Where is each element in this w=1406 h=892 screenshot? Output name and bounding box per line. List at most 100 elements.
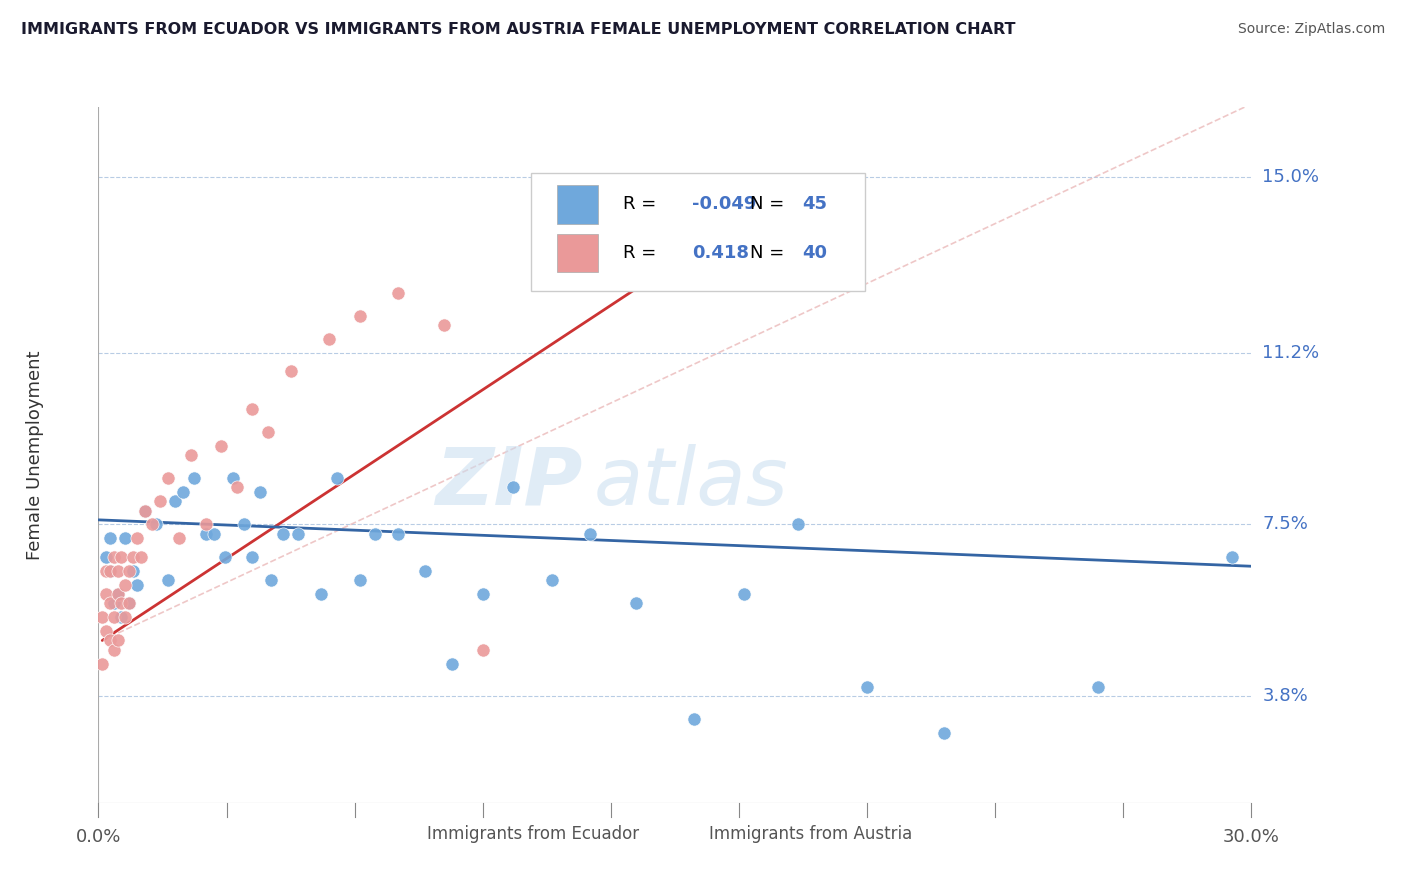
Bar [557,186,598,224]
Point [107,587,129,601]
Point [94,564,117,578]
Point [125,578,148,592]
Point [156,471,179,485]
Text: Immigrants from Ecuador: Immigrants from Ecuador [427,825,640,843]
Point [91,657,114,671]
Point [349,309,371,323]
Point [172,485,194,500]
Point [94,624,117,639]
Point [118,596,141,610]
Text: Source: ZipAtlas.com: Source: ZipAtlas.com [1237,22,1385,37]
Point [125,532,148,546]
Point [134,503,156,517]
Text: R =: R = [623,244,662,262]
Point [387,285,409,300]
Point [183,471,205,485]
Point [195,517,218,532]
Point [107,633,129,648]
Point [107,564,129,578]
Point [387,526,409,541]
Point [364,526,387,541]
Point [110,610,132,624]
Point [932,726,955,740]
Text: 3.8%: 3.8% [1263,687,1308,705]
Point [156,573,179,587]
Point [91,610,114,624]
Point [225,480,247,494]
Point [233,517,256,532]
Point [471,587,494,601]
Point [98,596,121,610]
Bar [557,234,598,272]
Point [103,596,125,610]
Point [856,680,879,694]
Point [240,549,263,564]
Text: R =: R = [623,195,662,213]
Point [1087,680,1109,694]
Point [287,526,309,541]
Point [626,596,648,610]
Point [240,401,263,416]
Point [349,573,371,587]
Point [94,549,117,564]
Point [103,642,125,657]
Point [103,610,125,624]
Text: 7.5%: 7.5% [1263,516,1309,533]
Text: Female Unemployment: Female Unemployment [25,351,44,559]
Point [98,532,121,546]
Point [271,526,294,541]
Point [149,494,172,508]
Point [325,471,347,485]
Point [433,318,456,332]
Bar [381,821,416,848]
Point [118,596,141,610]
Bar [664,821,697,848]
Point [683,712,706,726]
Text: 45: 45 [801,195,827,213]
Text: 40: 40 [801,244,827,262]
Point [318,332,340,346]
Text: 0.0%: 0.0% [76,828,121,846]
Point [165,494,187,508]
Point [413,564,436,578]
Point [733,587,755,601]
Point [114,610,136,624]
Text: ZIP: ZIP [436,443,582,522]
Point [195,526,218,541]
Point [167,532,190,546]
Text: Immigrants from Austria: Immigrants from Austria [710,825,912,843]
Point [114,532,136,546]
Text: atlas: atlas [595,443,789,522]
Point [141,517,163,532]
Point [134,503,156,517]
Text: -0.049: -0.049 [692,195,756,213]
Point [214,549,236,564]
Point [249,485,271,500]
Point [579,526,602,541]
Point [103,549,125,564]
Point [145,517,167,532]
Point [209,439,232,453]
Point [114,578,136,592]
Point [94,587,117,601]
Text: IMMIGRANTS FROM ECUADOR VS IMMIGRANTS FROM AUSTRIA FEMALE UNEMPLOYMENT CORRELATI: IMMIGRANTS FROM ECUADOR VS IMMIGRANTS FR… [21,22,1015,37]
Point [786,517,808,532]
Point [1220,549,1243,564]
Text: 0.418: 0.418 [692,244,749,262]
Point [98,564,121,578]
Point [98,633,121,648]
FancyBboxPatch shape [530,173,865,292]
Point [440,657,463,671]
Point [118,564,141,578]
Point [122,549,145,564]
Point [129,549,152,564]
Text: 30.0%: 30.0% [1223,828,1279,846]
Point [122,564,145,578]
Text: 15.0%: 15.0% [1263,168,1319,186]
Point [110,549,132,564]
Point [180,448,202,462]
Point [280,364,302,378]
Point [107,587,129,601]
Text: N =: N = [749,195,790,213]
Point [311,587,333,601]
